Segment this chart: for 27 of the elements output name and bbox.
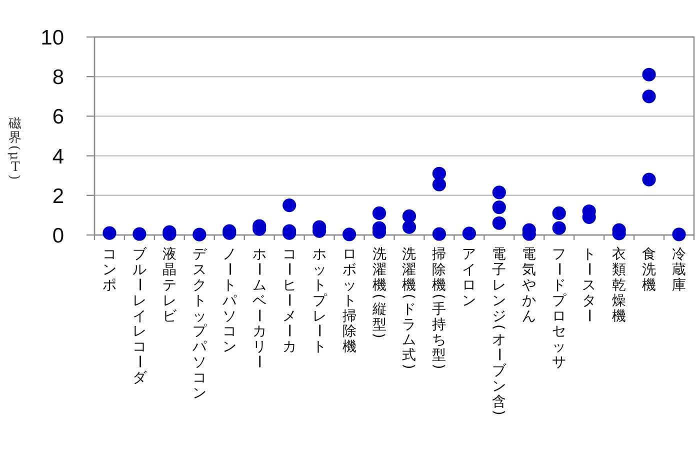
x-tick-label: ロボット掃除機 — [342, 246, 356, 356]
y-tick-label: 0 — [52, 224, 64, 248]
x-tick-label: トースター — [580, 246, 596, 322]
x-tick-label: コンポ — [102, 246, 116, 294]
x-tick-label: 電気やかん — [522, 246, 536, 324]
x-tick-label: ホットプレート — [310, 246, 328, 356]
x-tick-label: 食洗機 — [642, 246, 656, 294]
y-tick-label: 8 — [52, 66, 64, 90]
y-tick-label: 2 — [52, 184, 64, 208]
x-tick-label: 衣類乾燥機 — [612, 246, 626, 324]
x-tick-label: ノートパソコン — [220, 246, 238, 356]
category-label: デスクトップパソコン — [192, 246, 206, 402]
x-tick-label: 冷蔵庫 — [672, 246, 686, 294]
x-tick-label: アイロン — [462, 246, 476, 309]
category-label: ブルーレイレコーダ — [130, 246, 147, 386]
y-axis-title: 磁界(μT) — [6, 116, 22, 180]
x-tick-label: 洗濯機(縦型) — [370, 246, 387, 338]
y-tick-label: 6 — [52, 106, 64, 129]
category-label: 掃除機(手持ち型) — [430, 246, 447, 370]
x-tick-label: ホームベーカリー — [250, 246, 267, 368]
y-tick-label: 4 — [52, 145, 64, 168]
category-label: 電子レンジ(オーブン含) — [490, 246, 507, 416]
x-tick-label: 液晶テレビ — [162, 246, 178, 324]
x-tick-label: フードプロセッサ — [550, 246, 568, 371]
x-tick-label: コーヒーメーカ — [280, 246, 297, 356]
y-tick-label: 10 — [40, 26, 64, 50]
category-label: 洗濯機(ドラム式) — [400, 246, 417, 370]
